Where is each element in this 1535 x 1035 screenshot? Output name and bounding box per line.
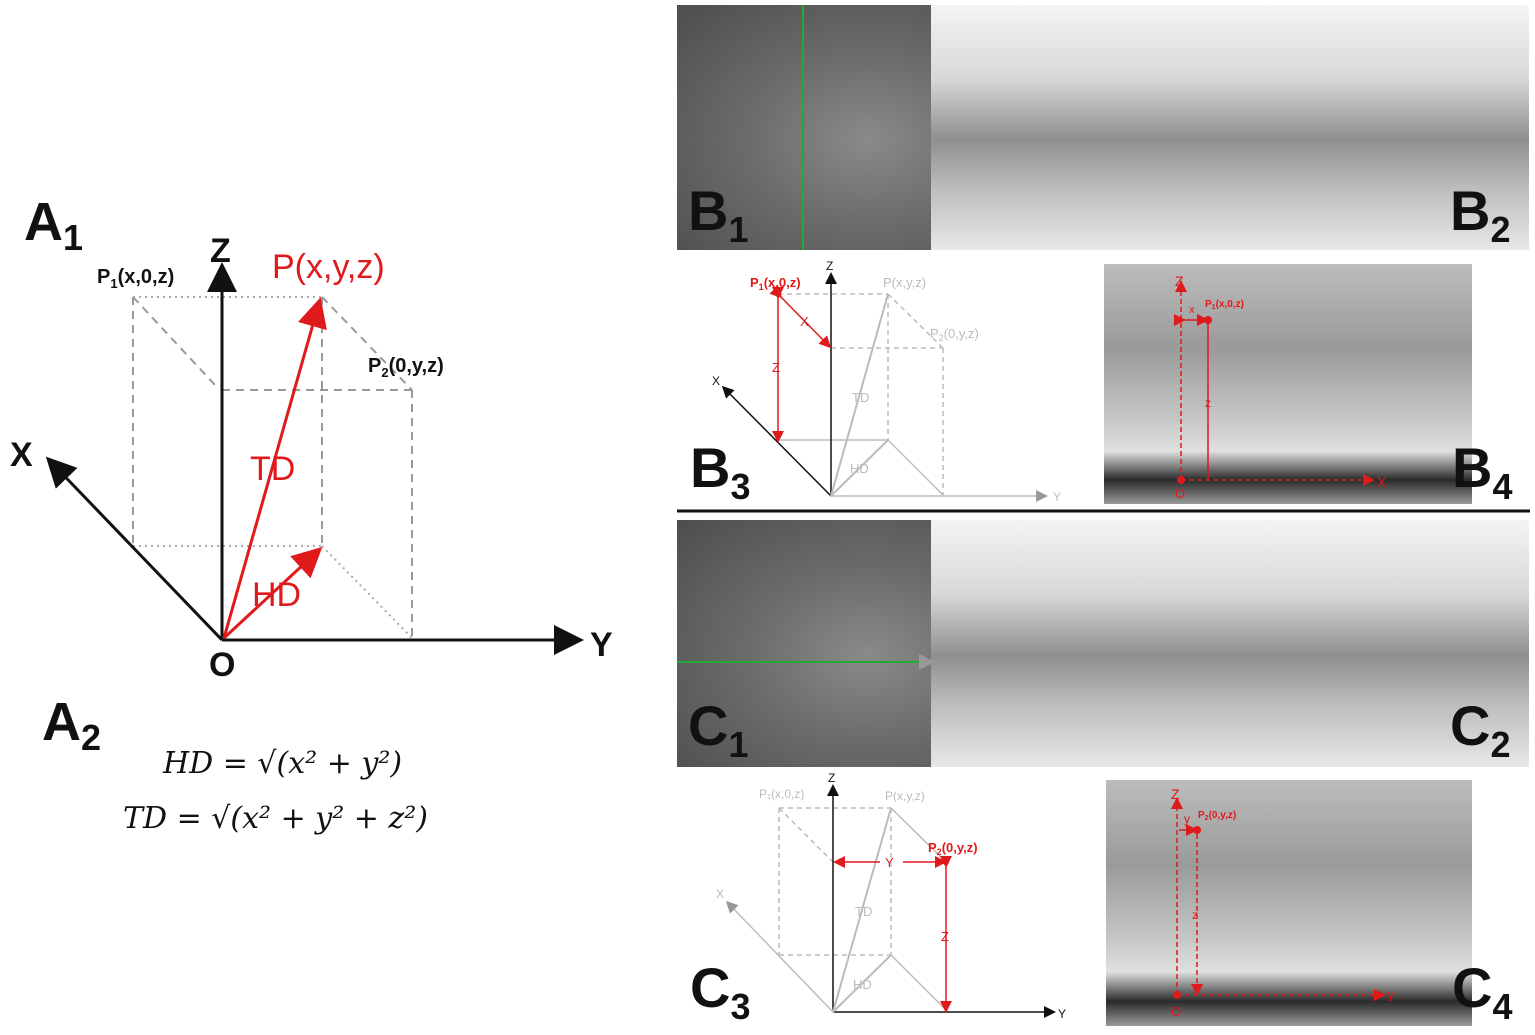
- c3-diagram: P₁(x,0,z) P(x,y,z) P2(0,y,z) Z X Y Y Z T…: [716, 771, 1066, 1021]
- c3-y-axis-label: Y: [1058, 1007, 1066, 1021]
- box-dashed-lines: [132, 296, 413, 638]
- b4-origin-dot: [1177, 476, 1185, 484]
- b3-p2-label: P2(0,y,z): [930, 326, 979, 343]
- c3-td-label: TD: [855, 904, 872, 919]
- fundus-image-c1: [677, 520, 931, 767]
- c3-z-label: Z: [941, 929, 949, 944]
- td-label: TD: [250, 450, 295, 488]
- b4-p1-dot: [1204, 316, 1212, 324]
- b3-hd-label: HD: [850, 461, 869, 476]
- b4-xaxis-label: X: [1377, 474, 1387, 490]
- b3-p1-dot: [775, 291, 781, 297]
- b3-z-label: Z: [772, 360, 780, 375]
- axis-y-label: Y: [590, 626, 613, 664]
- panel-a-diagram: A1 A2 Z X Y O P(x,y,z) P1(x,0,z) P2(0,y,…: [10, 192, 613, 836]
- c3-box: [778, 807, 892, 956]
- b3-x-arrow: [769, 285, 832, 349]
- c3-z-axis-label: Z: [828, 771, 835, 785]
- formula-td: TD = √(x² + y² + z²): [123, 801, 428, 836]
- c3-p2-dot: [943, 859, 949, 865]
- c4-zval-label: z: [1192, 908, 1198, 922]
- label-b1: B1: [688, 179, 748, 250]
- label-a2: A2: [42, 692, 101, 758]
- b4-overlay: Z x P1(x,0,z) z O X: [1174, 273, 1387, 501]
- oct-zoom-c4: [1106, 780, 1472, 1026]
- b4-o-label: O: [1175, 486, 1185, 501]
- box-dotted-lines: [133, 296, 413, 639]
- point-p1-label: P1(x,0,z): [97, 266, 174, 291]
- c3-x-axis-label: X: [716, 887, 724, 901]
- axis-x-label: X: [10, 436, 33, 474]
- oct-scan-c2: [931, 520, 1529, 767]
- c3-td-line: [832, 807, 892, 1013]
- c3-hd-label: HD: [853, 977, 872, 992]
- panel-c: C1 C2 P₁(x,0,z) P(x,y,z) P2(0,: [677, 654, 1512, 1027]
- c3-p-label: P(x,y,z): [885, 789, 925, 803]
- point-p2-label: P2(0,y,z): [368, 355, 444, 380]
- label-a1: A1: [24, 192, 83, 258]
- b3-y-axis-label: Y: [1053, 490, 1061, 504]
- b4-zval-label: z: [1205, 396, 1211, 410]
- b3-td-label: TD: [852, 390, 869, 405]
- axis-x-line: [45, 456, 224, 642]
- label-b2: B2: [1450, 179, 1510, 250]
- oct-scan-b2: [931, 5, 1529, 250]
- label-b4: B4: [1452, 436, 1512, 507]
- panel-b: B1 B2 P1(x,0,z) P(x,y,z) P2(0,y,z): [688, 5, 1512, 507]
- c4-yaxis-label: Y: [1386, 988, 1396, 1004]
- hd-vector: [222, 546, 323, 640]
- b4-p1-label: P1(x,0,z): [1205, 299, 1244, 311]
- c4-o-label: O: [1171, 1004, 1181, 1019]
- c3-p1-label: P₁(x,0,z): [759, 787, 804, 801]
- b3-p1-label: P1(x,0,z): [750, 275, 801, 292]
- b3-td-line: [830, 293, 889, 497]
- c4-z-label: Z: [1171, 786, 1180, 802]
- b3-diagram: P1(x,0,z) P(x,y,z) P2(0,y,z) Z X Y X Z T…: [712, 259, 1061, 504]
- c3-axis-x: [725, 900, 834, 1013]
- label-c1: C1: [688, 694, 748, 765]
- oct-zoom-b4: [1104, 264, 1472, 504]
- point-p-label: P(x,y,z): [272, 248, 385, 286]
- b4-z-label: Z: [1175, 273, 1184, 289]
- b3-hd-line: [830, 439, 889, 497]
- hd-label: HD: [252, 576, 301, 614]
- td-vector: [222, 297, 327, 639]
- label-c3: C3: [690, 956, 750, 1027]
- c3-p2-label: P2(0,y,z): [928, 840, 978, 857]
- formula-hd: HD = √(x² + y²): [162, 746, 402, 781]
- c4-origin-dot: [1173, 991, 1181, 999]
- b3-z-axis-label: Z: [826, 259, 833, 273]
- c3-y-label: Y: [885, 855, 894, 870]
- origin-label: O: [209, 646, 235, 684]
- c4-p2-label: P2(0,y,z): [1198, 810, 1236, 822]
- label-b3: B3: [690, 436, 750, 507]
- c4-y-label: y: [1184, 812, 1190, 826]
- b3-x-label: X: [800, 314, 809, 329]
- c4-overlay: Z y P2(0,y,z) z O Y: [1171, 786, 1396, 1019]
- axis-z-label: Z: [210, 232, 231, 270]
- b4-x-label: x: [1189, 304, 1195, 316]
- c4-p2-dot: [1193, 826, 1201, 834]
- label-c4: C4: [1452, 956, 1512, 1027]
- c3-hd-line: [832, 954, 892, 1013]
- b3-p-label: P(x,y,z): [883, 275, 926, 290]
- label-c2: C2: [1450, 694, 1510, 765]
- b3-x-axis-label: X: [712, 374, 720, 388]
